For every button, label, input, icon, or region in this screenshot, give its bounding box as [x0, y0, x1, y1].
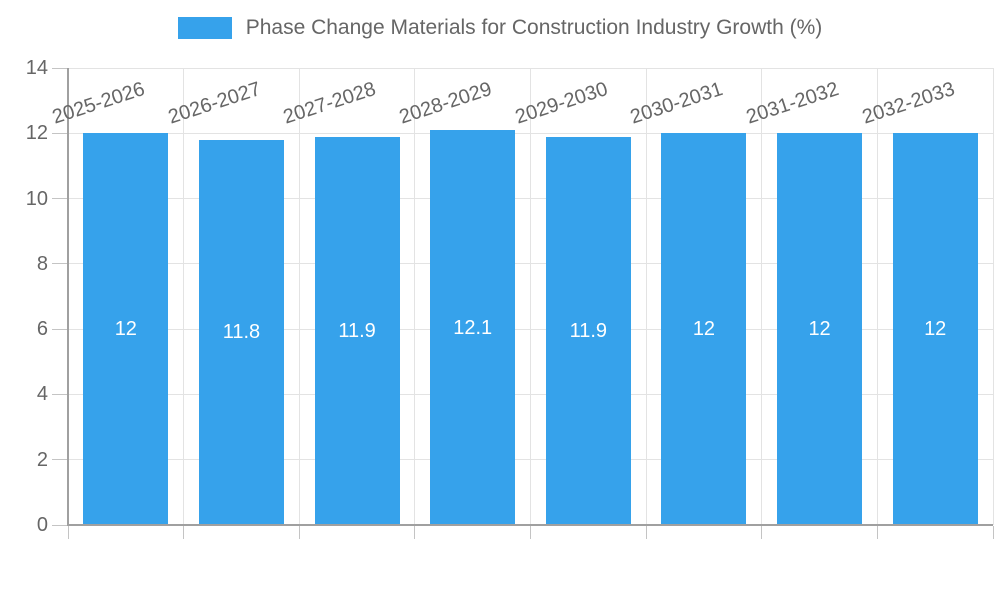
x-tick-mark: [645, 526, 647, 539]
y-tick-mark: [52, 524, 67, 526]
y-tick-mark: [52, 393, 67, 395]
v-gridline: [876, 68, 878, 525]
bar-value-label: 11.9: [569, 319, 608, 342]
x-tick-label: 2027-2028: [281, 78, 379, 129]
x-tick-label: 2032-2033: [859, 78, 957, 129]
x-tick-label: 2030-2031: [627, 78, 726, 129]
v-gridline: [183, 68, 185, 525]
legend-swatch: [177, 17, 232, 39]
x-tick-label: 2028-2029: [396, 78, 495, 129]
bar-value-label: 12.1: [453, 316, 493, 339]
y-tick-label: 6: [36, 318, 48, 341]
y-tick-mark: [52, 132, 67, 134]
bar-2027-2028[interactable]: 11.9: [314, 136, 400, 525]
y-tick-label: 14: [25, 57, 48, 79]
y-tick-label: 4: [36, 383, 48, 406]
bar-2029-2030[interactable]: 11.9: [545, 136, 631, 525]
y-tick-label: 2: [36, 448, 48, 471]
chart-legend[interactable]: Phase Change Materials for Construction …: [0, 16, 1000, 40]
x-tick-mark: [876, 526, 878, 539]
y-tick-label: 10: [25, 187, 48, 210]
y-tick-label: 8: [36, 252, 48, 275]
v-gridline: [414, 68, 416, 525]
x-axis-line: [67, 524, 993, 526]
bar-value-label: 12: [924, 318, 947, 341]
y-tick-label: 12: [25, 122, 48, 145]
x-tick-label: 2026-2027: [165, 78, 264, 129]
bar-value-label: 12: [692, 318, 716, 341]
bar-2025-2026[interactable]: 12: [83, 133, 169, 525]
y-tick-mark: [52, 328, 67, 330]
y-tick-mark: [52, 67, 67, 69]
bar-value-label: 11.8: [222, 321, 261, 344]
x-tick-mark: [414, 526, 416, 539]
y-tick-mark: [52, 459, 67, 461]
v-gridline: [992, 68, 994, 525]
x-tick-mark: [298, 526, 300, 539]
bar-value-label: 12: [114, 318, 137, 341]
v-gridline: [530, 68, 531, 525]
y-axis-line: [67, 68, 69, 525]
x-tick-mark: [67, 526, 69, 539]
x-tick-mark: [761, 526, 763, 539]
bar-2032-2033[interactable]: 12: [892, 133, 978, 525]
y-tick-label: 0: [36, 514, 48, 536]
x-tick-label: 2029-2030: [512, 78, 611, 129]
bar-2031-2032[interactable]: 12: [777, 133, 863, 525]
bar-2030-2031[interactable]: 12: [661, 133, 747, 525]
y-tick-mark: [52, 263, 67, 265]
bar-value-label: 11.9: [338, 319, 376, 342]
bar-value-label: 12: [808, 318, 831, 341]
y-tick-mark: [52, 198, 67, 200]
chart-title: Phase Change Materials for Construction …: [245, 16, 823, 39]
x-tick-mark: [992, 526, 994, 539]
v-gridline: [645, 68, 647, 525]
bar-2026-2027[interactable]: 11.8: [198, 139, 284, 525]
v-gridline: [761, 68, 763, 525]
x-tick-mark: [530, 526, 531, 539]
x-tick-mark: [183, 526, 185, 539]
x-tick-label: 2031-2032: [743, 78, 842, 129]
bar-2028-2029[interactable]: 12.1: [430, 130, 516, 525]
x-tick-label: 2025-2026: [49, 78, 148, 129]
plot-area: 12 11.8 11.9 12.1 11.9 12 12 12 0 2 4 6 8 10 12 14 202…: [26, 57, 994, 539]
v-gridline: [298, 68, 300, 525]
